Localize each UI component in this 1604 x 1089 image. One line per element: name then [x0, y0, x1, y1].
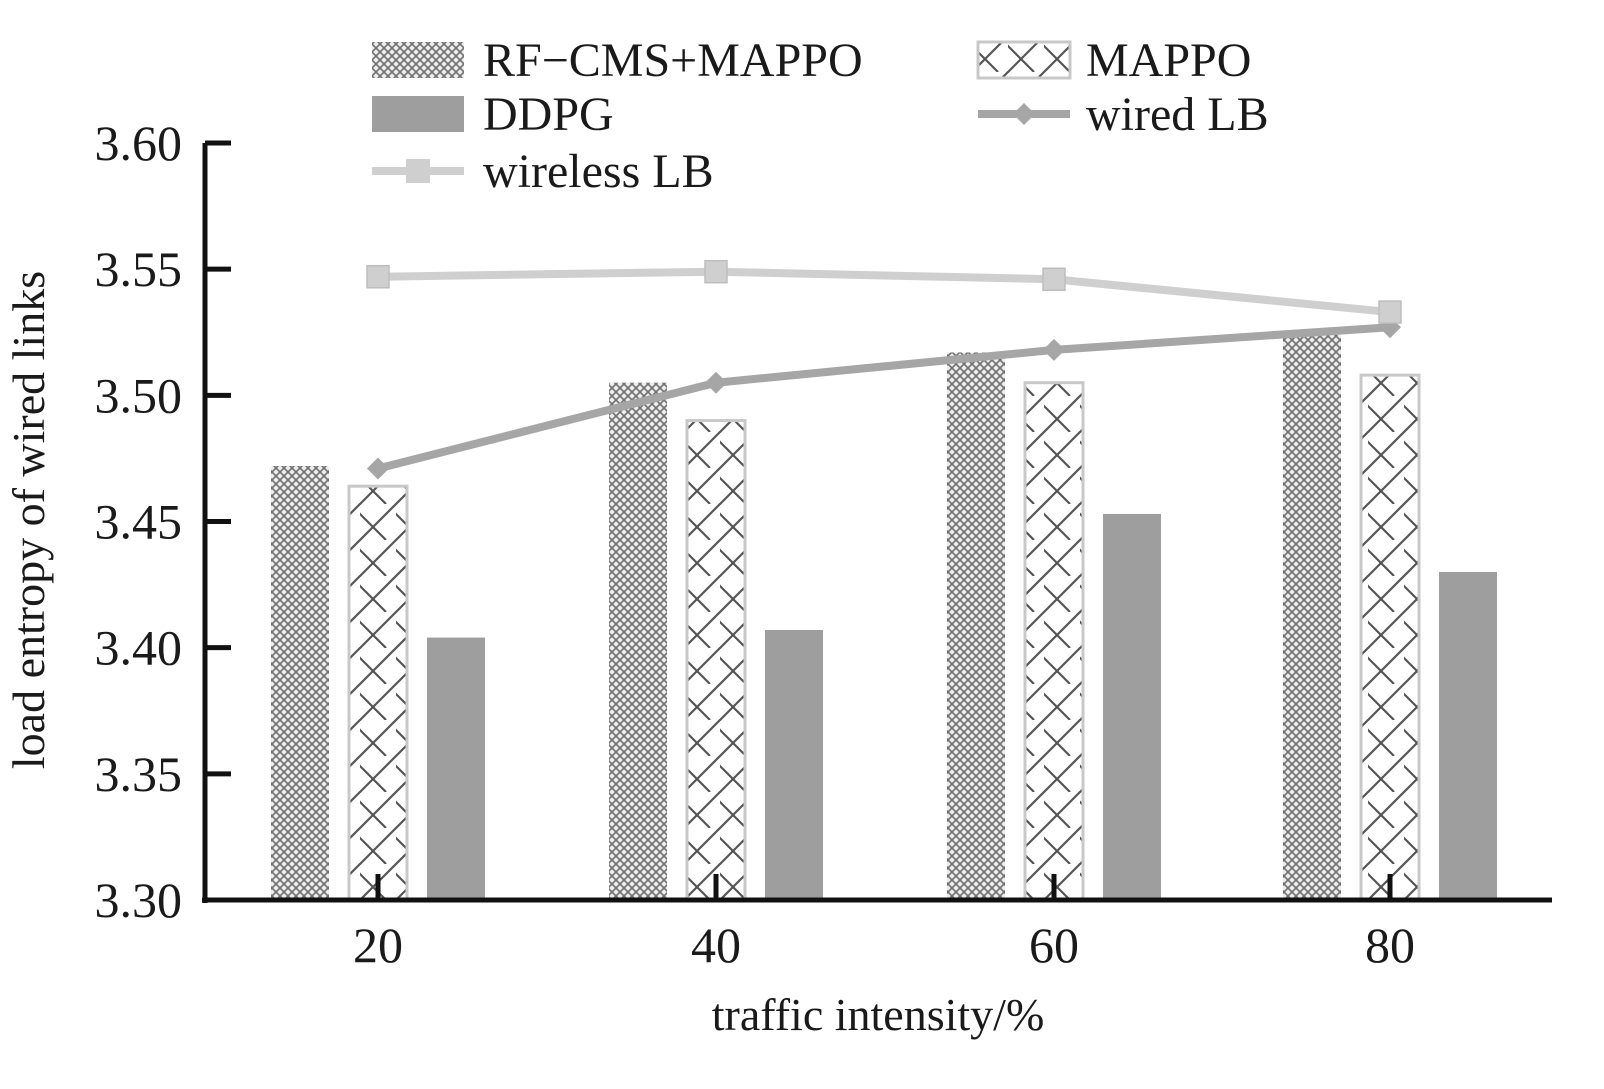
bar-1-40	[609, 382, 667, 900]
x-axis-title: traffic intensity/%	[712, 989, 1045, 1040]
y-tick-label: 3.55	[95, 241, 183, 297]
bar-1-20	[271, 465, 329, 900]
bar-3-80	[1439, 571, 1497, 900]
bar-2-80	[1359, 373, 1421, 902]
axes: 3.30 3.35 3.40 3.45 3.50 3.55 3.60 20 40 60 80	[95, 115, 1552, 973]
legend-item-1: RF−CMS+MAPPO	[372, 34, 863, 87]
legend-marker-diamond	[1013, 103, 1035, 125]
legend-swatch	[976, 40, 1072, 80]
bar-3-40	[765, 630, 823, 900]
legend-item-4: wired LB	[978, 88, 1269, 141]
marker-diamond-20	[367, 457, 389, 480]
legend-marker-square	[406, 159, 430, 183]
legend-item-3: DDPG	[372, 88, 614, 141]
legend: RF−CMS+MAPPO MAPPO DDPG wired LB wireless LB	[372, 34, 1269, 198]
line-2	[377, 267, 1391, 317]
legend-label: wired LB	[1086, 88, 1269, 141]
line-1	[377, 323, 1391, 473]
bar-2-40	[685, 419, 747, 902]
legend-label: DDPG	[483, 88, 614, 141]
bar-3-60	[1103, 513, 1161, 900]
y-tick-label: 3.35	[95, 746, 183, 802]
legend-swatch	[372, 96, 464, 132]
bar-3-20	[427, 637, 485, 900]
x-tick-label: 40	[691, 917, 741, 973]
legend-swatch	[372, 42, 464, 78]
legend-label: MAPPO	[1086, 34, 1251, 87]
axis-labels: traffic intensity/% load entropy of wired…	[3, 271, 1044, 1040]
marker-diamond-40	[705, 371, 727, 394]
y-tick-label: 3.30	[95, 872, 183, 928]
marker-square-20	[366, 264, 390, 289]
y-tick-label: 3.60	[95, 115, 183, 171]
marker-square-80	[1378, 300, 1402, 324]
marker-diamond-60	[1043, 338, 1065, 361]
x-tick-label: 20	[353, 917, 403, 973]
legend-item-5: wireless LB	[372, 145, 714, 198]
x-tick-label: 80	[1365, 917, 1415, 973]
y-axis-title: load entropy of wired links	[3, 271, 54, 769]
bar-1-80	[1283, 334, 1341, 901]
y-tick-label: 3.40	[95, 620, 183, 676]
marker-square-60	[1042, 267, 1066, 292]
legend-label: RF−CMS+MAPPO	[483, 34, 863, 87]
legend-label: wireless LB	[483, 145, 714, 198]
bar-1-60	[947, 352, 1005, 901]
bar-2-20	[347, 484, 409, 902]
marker-square-40	[704, 259, 728, 284]
lines	[366, 259, 1402, 480]
y-tick-label: 3.50	[95, 367, 183, 423]
legend-item-2: MAPPO	[976, 34, 1251, 87]
y-tick-label: 3.45	[95, 494, 183, 550]
x-tick-label: 60	[1029, 917, 1079, 973]
bar-2-60	[1023, 381, 1085, 902]
bars	[271, 334, 1497, 902]
